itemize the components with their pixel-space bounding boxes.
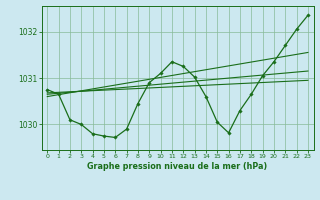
X-axis label: Graphe pression niveau de la mer (hPa): Graphe pression niveau de la mer (hPa) <box>87 162 268 171</box>
